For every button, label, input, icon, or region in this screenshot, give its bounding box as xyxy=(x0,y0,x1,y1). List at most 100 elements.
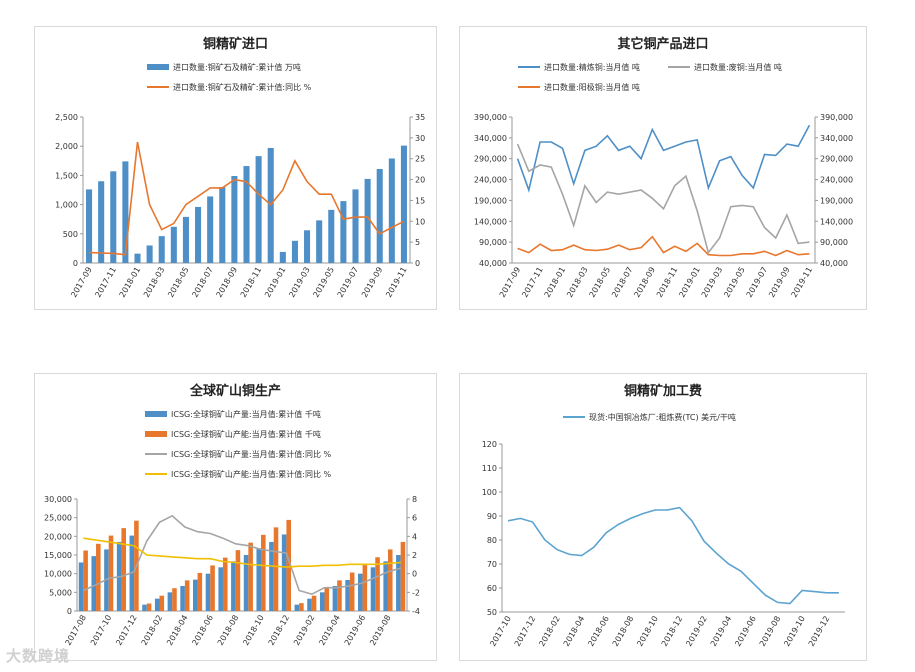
chart-title: 其它铜产品进口 xyxy=(617,37,709,52)
x-tick-label: 2018-03 xyxy=(142,266,167,299)
y-tick-label: 10,000 xyxy=(44,570,72,579)
y2-tick-label: 190,000 xyxy=(820,196,853,205)
bar xyxy=(324,587,330,611)
bar xyxy=(235,550,241,611)
panel-other-copper-imports: 其它铜产品进口 40,000 90,000 140,000 190,000 240,00… xyxy=(459,26,867,310)
x-tick-label: 2019-09 xyxy=(767,266,792,299)
x-tick-label: 2018-03 xyxy=(565,266,590,299)
y2-tick-label: 90,000 xyxy=(820,238,848,247)
y-tick-label: 100 xyxy=(482,488,497,497)
x-tick-label: 2017-11 xyxy=(93,266,118,299)
bar xyxy=(222,557,228,611)
y-tick-label: 500 xyxy=(63,230,78,239)
bar xyxy=(269,541,274,611)
bar xyxy=(98,181,105,263)
y-tick-label: 50 xyxy=(487,608,497,617)
chart-other-copper-imports: 40,000 90,000 140,000 190,000 240,000 290,000… xyxy=(474,62,853,299)
x-tick-label: 2018-05 xyxy=(588,266,613,299)
y-tick-label: 30,000 xyxy=(44,495,72,504)
bar xyxy=(170,226,177,263)
y-tick-label: 80 xyxy=(487,536,497,545)
y2-tick-label: 290,000 xyxy=(820,155,853,164)
x-tick-label: 2018-04 xyxy=(562,615,587,648)
bar xyxy=(286,519,291,611)
legend-swatch xyxy=(145,431,167,437)
bar xyxy=(328,209,335,263)
bar xyxy=(110,171,117,263)
y2-tick-label: 35 xyxy=(415,113,425,122)
bar xyxy=(134,253,141,263)
y2-tick-label: 340,000 xyxy=(820,134,853,143)
x-tick-label: 2019-01 xyxy=(263,266,288,299)
bar xyxy=(304,230,311,263)
y2-tick-label: 8 xyxy=(412,495,417,504)
y-tick-label: 5,000 xyxy=(49,588,72,597)
x-tick-label: 2018-07 xyxy=(190,266,215,299)
bar xyxy=(205,573,211,611)
x-tick-label: 2018-01 xyxy=(118,266,143,299)
bar xyxy=(231,561,236,611)
y-tick-label: 70 xyxy=(487,560,497,569)
y2-tick-label: 10 xyxy=(415,217,425,226)
x-tick-label: 2018-12 xyxy=(267,614,292,647)
bar xyxy=(332,585,338,611)
x-tick-label: 2018-07 xyxy=(610,266,635,299)
x-tick-label: 2018-02 xyxy=(537,615,562,648)
x-tick-label: 2018-04 xyxy=(165,614,190,647)
y-tick-label: 90 xyxy=(487,512,497,521)
bar xyxy=(146,603,152,611)
bar xyxy=(243,555,249,611)
y2-tick-label: 15 xyxy=(415,196,425,205)
y2-tick-label: -2 xyxy=(412,588,420,597)
y-tick-label: 290,000 xyxy=(474,155,507,164)
y-tick-label: 1,500 xyxy=(55,171,78,180)
x-tick-label: 2017-10 xyxy=(89,614,114,647)
chart-copper-concentrate-imports: 0 500 1,000 1,500 2,000 2,500 0 5 10 15 20 25 30 35 20… xyxy=(55,62,425,299)
x-tick-label: 2018-06 xyxy=(190,614,215,647)
legend-label: 进口数量:废铜:当月值 吨 xyxy=(694,62,782,72)
x-tick-label: 2019-10 xyxy=(782,615,807,648)
bar xyxy=(78,562,84,611)
panel-global-mine-copper: 全球矿山铜生产 0 5,000 10,000 15,000 20,000 25,000 30… xyxy=(34,373,437,661)
y2-tick-label: 40,000 xyxy=(820,259,848,268)
bar xyxy=(362,565,368,611)
y2-tick-label: 390,000 xyxy=(820,113,853,122)
bar xyxy=(184,580,190,611)
bar xyxy=(358,573,363,611)
legend-label: 进口数量:铜矿石及精矿:累计值 万吨 xyxy=(173,62,301,72)
chart-treatment-charge: 50 60 70 80 90 100 110 120 2017-10 2017-12 2018-02… xyxy=(482,412,845,648)
bar xyxy=(400,541,406,611)
x-tick-label: 2019-03 xyxy=(287,266,312,299)
x-tick-label: 2019-06 xyxy=(733,615,758,648)
y-tick-label: 110 xyxy=(482,464,497,473)
y-tick-label: 90,000 xyxy=(479,238,507,247)
y2-tick-label: 140,000 xyxy=(820,217,853,226)
bar xyxy=(146,245,153,263)
bar xyxy=(195,206,202,263)
x-tick-label: 2019-08 xyxy=(368,614,393,647)
y2-tick-label: 20 xyxy=(415,176,425,185)
bar xyxy=(243,166,250,263)
panel-treatment-charge: 铜精矿加工费 50 60 70 80 90 100 110 120 2017-10 2017-12… xyxy=(459,373,867,661)
y-tick-label: 390,000 xyxy=(474,113,507,122)
y-tick-label: 0 xyxy=(67,607,72,616)
bar xyxy=(387,549,393,611)
x-tick-label: 2018-09 xyxy=(632,266,657,299)
bar xyxy=(158,236,165,263)
x-tick-label: 2017-12 xyxy=(513,615,538,648)
bar xyxy=(154,598,160,611)
x-tick-label: 2019-07 xyxy=(336,266,361,299)
x-tick-label: 2019-02 xyxy=(684,615,709,648)
x-tick-label: 2018-11 xyxy=(239,266,264,299)
x-tick-label: 2018-01 xyxy=(543,266,568,299)
x-tick-label: 2019-11 xyxy=(384,266,409,299)
bar xyxy=(256,548,262,611)
bar xyxy=(180,585,185,611)
y2-tick-label: -4 xyxy=(412,607,420,616)
bar xyxy=(231,175,238,263)
x-tick-label: 2019-06 xyxy=(343,614,368,647)
bar xyxy=(255,156,262,263)
series-line xyxy=(517,235,810,257)
y2-tick-label: 2 xyxy=(412,551,417,560)
bar xyxy=(248,542,253,611)
